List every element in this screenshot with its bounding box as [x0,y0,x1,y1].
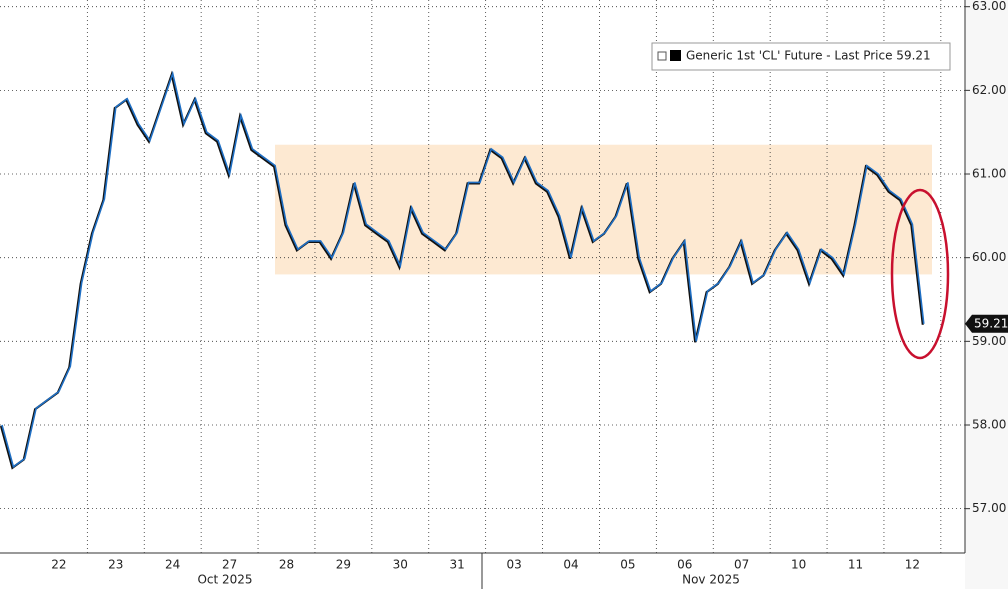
highlight-band [275,144,932,275]
legend-swatch [670,50,681,61]
x-tick-label: 29 [336,558,351,572]
x-tick-label: 24 [165,558,180,572]
y-tick-label: 63.00 [972,0,1006,13]
axis-background [965,0,1008,589]
x-tick-label: 27 [222,558,237,572]
month-label: Oct 2025 [197,573,252,587]
x-tick-label: 07 [734,558,749,572]
legend-label: Generic 1st 'CL' Future - Last Price 59.… [686,49,931,63]
legend: Generic 1st 'CL' Future - Last Price 59.… [651,42,951,71]
x-tick-label: 05 [620,558,635,572]
price-line [1,70,925,469]
legend-toggle [657,51,667,61]
y-tick-label: 59.00 [972,334,1006,348]
y-tick-label: 58.00 [972,417,1006,431]
x-tick-label: 28 [279,558,294,572]
x-tick-label: 12 [905,558,920,572]
x-tick-label: 03 [506,558,521,572]
x-tick-label: 31 [450,558,465,572]
month-label: Nov 2025 [682,573,740,587]
y-tick-label: 61.00 [972,167,1006,181]
y-tick-label: 60.00 [972,250,1006,264]
x-tick-label: 22 [51,558,66,572]
legend-box [651,42,951,71]
x-tick-label: 04 [563,558,578,572]
x-tick-label: 23 [108,558,123,572]
plot-area [0,0,965,553]
annotation-ellipse [890,188,950,360]
last-price-tag [965,314,1008,333]
x-tick-label: 30 [393,558,408,572]
y-tick-label: 62.00 [972,83,1006,97]
x-tick-label: 06 [677,558,692,572]
x-tick-label: 10 [791,558,806,572]
x-tick-label: 11 [848,558,863,572]
y-tick-label: 57.00 [972,501,1006,515]
last-price-label: 59.21 [974,316,1008,330]
